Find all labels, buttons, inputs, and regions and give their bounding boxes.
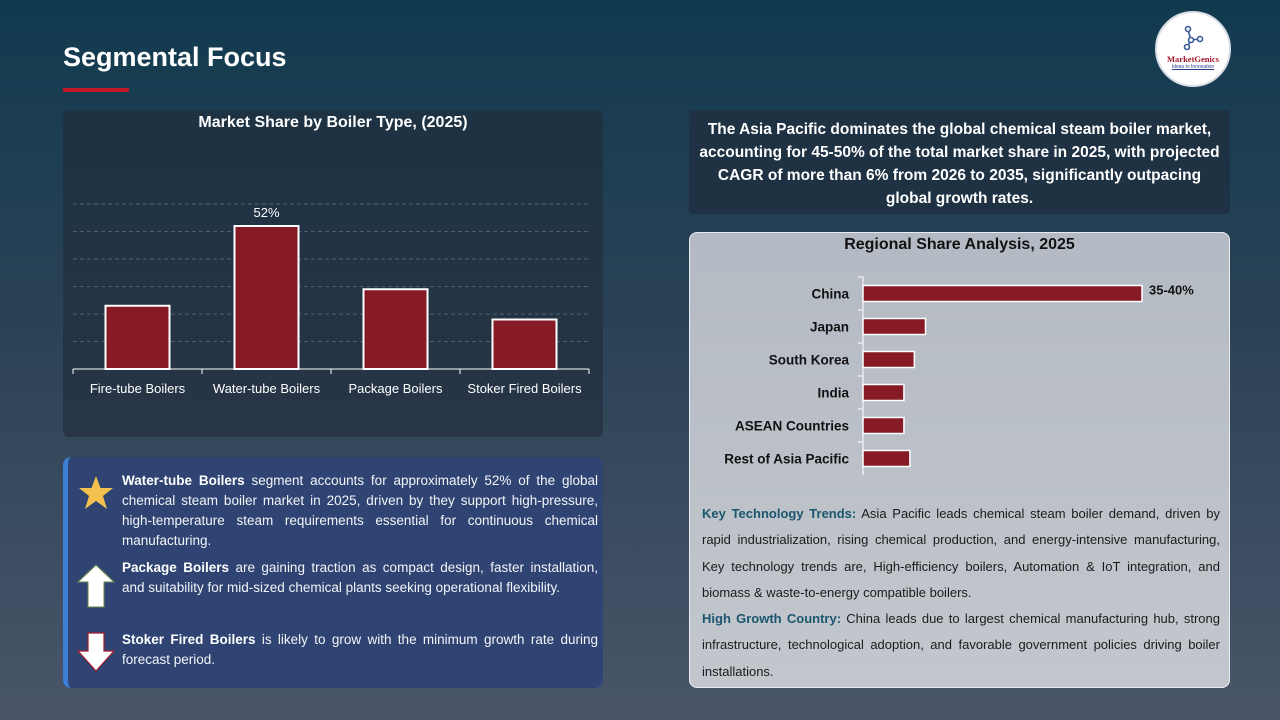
y-tick-label: Rest of Asia Pacific	[724, 452, 849, 467]
segment-highlights: Water-tube Boilers segment accounts for …	[63, 457, 603, 688]
bar-water-tube-boilers	[233, 225, 300, 370]
x-tick-label: Fire-tube Boilers	[90, 381, 186, 396]
x-tick-label: Stoker Fired Boilers	[467, 381, 582, 396]
bullet-text: segment accounts for approximately 52% o…	[122, 473, 598, 548]
arrow-down-icon	[76, 632, 116, 672]
note-text: Asia Pacific leads chemical steam boiler…	[702, 506, 1220, 600]
note-heading: High Growth Country:	[702, 611, 842, 627]
regional-share-panel: Regional Share Analysis, 2025 China 35-40…	[689, 232, 1230, 688]
bar-asean-countries	[862, 416, 905, 435]
chart-title: Regional Share Analysis, 2025	[844, 236, 1075, 253]
regional-share-bar-chart: China 35-40% Japan South Korea India ASEAN Co…	[724, 276, 1194, 475]
boiler-type-bar-chart: Fire-tube Boilers Water-tube Boilers 52% Pa…	[72, 203, 590, 396]
bar-south-korea	[862, 350, 916, 369]
bullet-text: is likely to grow with the minimum growt…	[122, 632, 598, 667]
x-tick-label: Package Boilers	[349, 381, 443, 396]
bullet-package: Package Boilers are gaining traction as …	[122, 558, 598, 598]
bar-package-boilers	[362, 288, 429, 370]
logo-tagline: Ideas to Innovation	[1171, 64, 1215, 70]
bullet-stoker: Stoker Fired Boilers is likely to grow w…	[122, 630, 598, 670]
y-tick-label: South Korea	[769, 353, 850, 368]
y-tick-label: China	[811, 287, 849, 302]
bar-india	[862, 383, 905, 402]
bar-rest-of-asia-pacific	[862, 449, 911, 468]
title-underline	[63, 88, 129, 92]
molecule-icon	[1183, 25, 1204, 51]
y-tick-label: India	[817, 386, 849, 401]
bullet-heading: Stoker Fired Boilers	[122, 632, 256, 647]
arrow-up-icon	[76, 564, 116, 608]
bar-stoker-fired-boilers	[491, 318, 558, 370]
star-icon	[79, 476, 113, 509]
data-label: 35-40%	[1149, 283, 1194, 298]
notes: Key Technology Trends: Asia Pacific lead…	[702, 501, 1220, 685]
note-heading: Key Technology Trends:	[702, 506, 857, 521]
bullet-heading: Water-tube Boilers	[122, 473, 245, 488]
x-tick-label: Water-tube Boilers	[213, 381, 321, 396]
boiler-type-chart-panel: Market Share by Boiler Type, (2025) Fire…	[63, 110, 603, 437]
note-text: China leads due to largest chemical manu…	[702, 611, 1220, 679]
summary-box: The Asia Pacific dominates the global ch…	[689, 110, 1230, 214]
y-tick-label: ASEAN Countries	[735, 419, 849, 434]
logo: MarketGenics Ideas to Innovation	[1155, 11, 1231, 87]
bullet-heading: Package Boilers	[122, 560, 230, 575]
logo-name: MarketGenics	[1167, 54, 1219, 64]
chart-title: Market Share by Boiler Type, (2025)	[198, 114, 468, 131]
bar-fire-tube-boilers	[104, 304, 171, 370]
bullet-text: are gaining traction as compact design, …	[122, 560, 598, 595]
data-label: 52%	[253, 205, 279, 220]
bar-china	[862, 284, 1143, 303]
note-high-growth-country: High Growth Country: China leads due to …	[702, 606, 1220, 685]
page-title: Segmental Focus	[63, 42, 287, 72]
bar-japan	[862, 317, 927, 336]
y-tick-label: Japan	[810, 320, 849, 335]
note-technology-trends: Key Technology Trends: Asia Pacific lead…	[702, 501, 1220, 606]
bullet-water-tube: Water-tube Boilers segment accounts for …	[122, 471, 598, 551]
